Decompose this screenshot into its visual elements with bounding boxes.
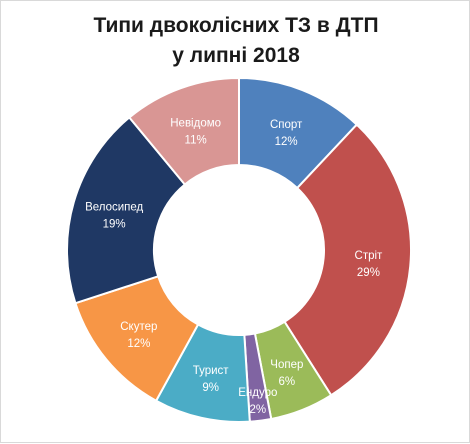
slice-category-label-8: Невідомо: [170, 118, 221, 130]
slice-category-label-1: Спорт: [270, 119, 303, 131]
donut-slices: [66, 76, 412, 423]
slice-category-label-3: Чопер: [270, 359, 303, 371]
slice-category-label-5: Турист: [193, 365, 230, 377]
donut-labels: Спорт 12% Стріт 29% Чопер 6%Ендуро 2% Турист 9% С…: [85, 118, 383, 416]
slice-value-label-1: 12%: [275, 136, 298, 148]
slice-category-label-7: Велосипед: [85, 202, 143, 214]
slice-7: [66, 116, 187, 305]
slice-value-label-4: 2%: [249, 404, 266, 416]
slice-value-label-6: 12%: [127, 338, 150, 350]
slice-category-label-2: Стріт: [355, 250, 384, 262]
slice-2: [283, 123, 412, 397]
slice-value-label-5: 9%: [202, 382, 219, 394]
slice-value-label-2: 29%: [357, 267, 380, 279]
slice-category-label-4: Ендуро: [238, 387, 277, 399]
slice-8: [127, 76, 240, 186]
chart-title-line-2: у липні 2018: [172, 44, 300, 67]
slice-category-label-6: Скутер: [120, 321, 157, 333]
slice-value-label-7: 19%: [103, 219, 126, 231]
chart-title-line-1: Типи двоколісних ТЗ в ДТП: [93, 14, 379, 37]
slice-value-label-3: 6%: [279, 376, 296, 388]
slice-value-label-8: 11%: [185, 135, 207, 147]
chart-title: Типи двоколісних ТЗ в ДТП у липні 2018: [1, 11, 470, 71]
